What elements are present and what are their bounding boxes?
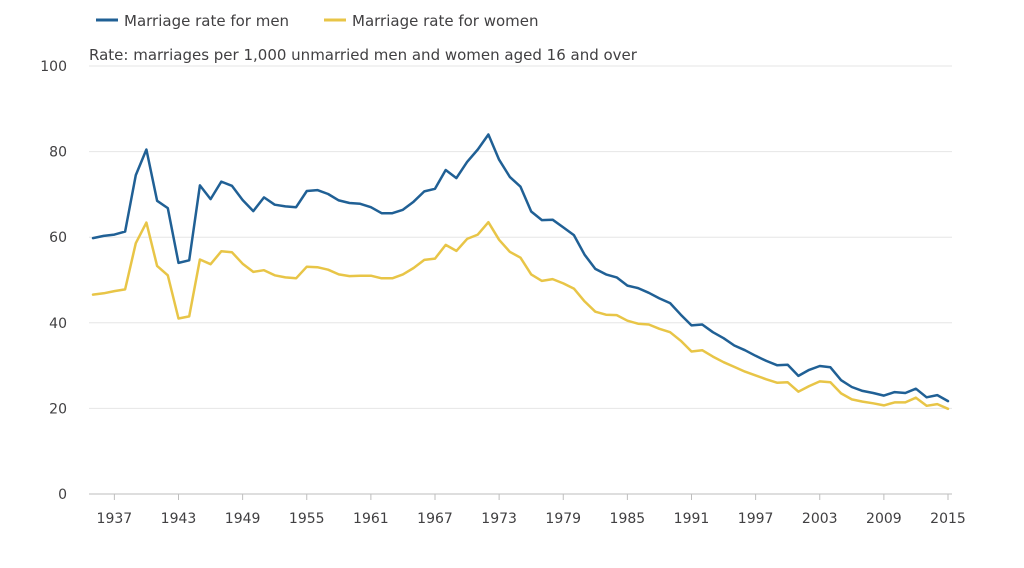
x-tick-label: 1961: [353, 511, 389, 527]
y-tick-label: 60: [49, 230, 67, 246]
x-tick-label: 1943: [161, 511, 197, 527]
y-tick-label: 20: [49, 401, 67, 417]
gridlines: [89, 65, 952, 409]
x-tick-label: 1979: [545, 511, 581, 527]
x-tick-label: 1997: [738, 511, 774, 527]
legend: Marriage rate for men Marriage rate for …: [96, 12, 539, 30]
y-tick-label: 100: [40, 59, 67, 75]
series-line-women: [91, 220, 950, 411]
x-tick-label: 1973: [481, 511, 517, 527]
y-tick-label: 40: [49, 316, 67, 332]
x-tick-label: 1949: [225, 511, 261, 527]
legend-label-men: Marriage rate for men: [124, 12, 289, 30]
x-tick-label: 1937: [97, 511, 133, 527]
y-tick-label: 80: [49, 145, 67, 161]
x-tick-label: 1955: [289, 511, 325, 527]
y-axis-tick-labels: 0 20 40 60 80 100: [40, 59, 67, 503]
series-line-men: [91, 133, 950, 403]
x-tick-label: 1991: [674, 511, 710, 527]
x-tick-label: 1967: [417, 511, 453, 527]
x-tick-label: 2003: [802, 511, 838, 527]
legend-label-women: Marriage rate for women: [352, 12, 539, 30]
x-tick-label: 2009: [866, 511, 902, 527]
y-tick-label: 0: [58, 487, 67, 503]
data-series: [91, 133, 950, 411]
x-tick-label: 2015: [930, 511, 966, 527]
x-axis: 1937 1943 1949 1955 1961 1967 1973 1979 1985 1991…: [89, 493, 966, 527]
x-tick-label: 1985: [610, 511, 646, 527]
chart-subtitle: Rate: marriages per 1,000 unmarried men …: [89, 46, 638, 64]
